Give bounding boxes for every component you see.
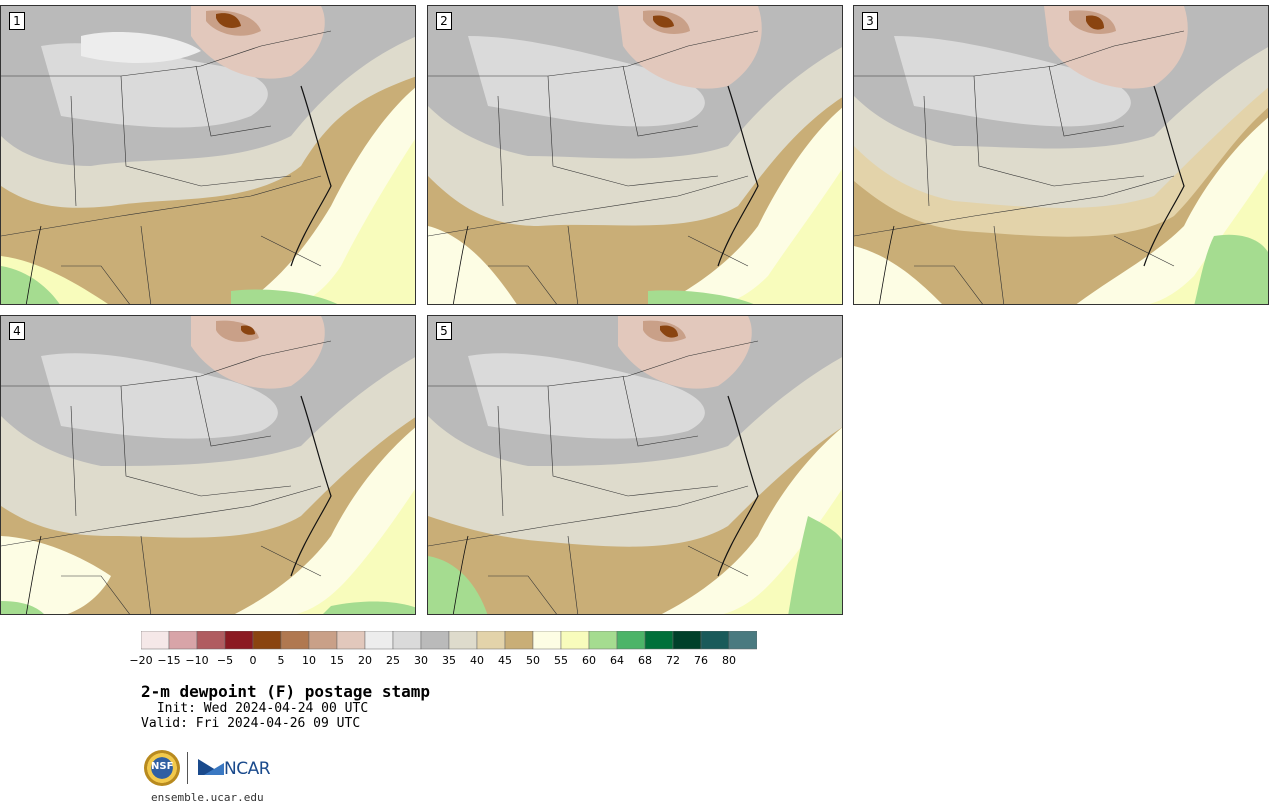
colorbar-swatch — [280, 631, 310, 650]
colorbar-tick-label: 5 — [277, 654, 285, 667]
nsf-logo-text: NSF — [151, 761, 174, 772]
valid-time: Valid: Fri 2024-04-26 09 UTC — [141, 716, 361, 731]
panel-number: 4 — [9, 322, 25, 340]
init-time: Init: Wed 2024-04-24 00 UTC — [149, 701, 369, 716]
colorbar-tick-label: 25 — [386, 654, 400, 667]
colorbar-tick-label: −10 — [185, 654, 209, 667]
colorbar-swatch — [308, 631, 338, 650]
member-panel-4: 4 — [0, 315, 416, 615]
colorbar — [141, 631, 757, 650]
colorbar-tick-label: 76 — [694, 654, 708, 667]
dewpoint-map — [1, 316, 415, 614]
dewpoint-map — [854, 6, 1268, 304]
member-panel-5: 5 — [427, 315, 843, 615]
member-panel-2: 2 — [427, 5, 843, 305]
colorbar-tick-label: 60 — [582, 654, 596, 667]
dewpoint-map — [428, 316, 842, 614]
colorbar-swatch — [616, 631, 646, 650]
colorbar-tick-label: −5 — [216, 654, 234, 667]
colorbar-swatch — [448, 631, 478, 650]
colorbar-swatch — [588, 631, 618, 650]
panel-number: 5 — [436, 322, 452, 340]
dewpoint-map — [1, 6, 415, 304]
panel-number: 1 — [9, 12, 25, 30]
colorbar-tick-label: 64 — [610, 654, 624, 667]
colorbar-tick-label: 50 — [526, 654, 540, 667]
colorbar-swatch — [141, 631, 170, 650]
ncar-logo-text: NCAR — [224, 759, 271, 779]
colorbar-tick-label: 55 — [554, 654, 568, 667]
colorbar-swatch — [672, 631, 702, 650]
logo-divider — [187, 752, 188, 784]
colorbar-swatch — [392, 631, 422, 650]
colorbar-tick-label: 40 — [470, 654, 484, 667]
colorbar-swatch — [700, 631, 730, 650]
nsf-logo: NSF — [144, 750, 180, 786]
colorbar-swatch — [252, 631, 282, 650]
ncar-logo-mark — [198, 759, 224, 775]
colorbar-tick-label: −20 — [129, 654, 153, 667]
colorbar-swatch — [728, 631, 757, 650]
member-panel-3: 3 — [853, 5, 1269, 305]
colorbar-tick-label: 72 — [666, 654, 680, 667]
colorbar-swatch — [224, 631, 254, 650]
colorbar-swatch — [196, 631, 226, 650]
colorbar-swatch — [336, 631, 366, 650]
colorbar-tick-label: 30 — [414, 654, 428, 667]
colorbar-tick-label: 68 — [638, 654, 652, 667]
member-panel-1: 1 — [0, 5, 416, 305]
logo-group: NSF NCAR — [144, 750, 284, 790]
page-title: 2-m dewpoint (F) postage stamp — [141, 682, 430, 701]
colorbar-swatch — [644, 631, 674, 650]
colorbar-swatch — [560, 631, 590, 650]
colorbar-swatch — [364, 631, 394, 650]
colorbar-swatch — [420, 631, 450, 650]
colorbar-tick-label: 0 — [249, 654, 257, 667]
colorbar-swatch — [476, 631, 506, 650]
colorbar-swatch — [532, 631, 562, 650]
colorbar-swatch — [168, 631, 198, 650]
colorbar-tick-label: 10 — [302, 654, 316, 667]
dewpoint-map — [428, 6, 842, 304]
colorbar-tick-label: 35 — [442, 654, 456, 667]
colorbar-tick-label: 20 — [358, 654, 372, 667]
website-url: ensemble.ucar.edu — [151, 791, 264, 804]
colorbar-tick-label: −15 — [157, 654, 181, 667]
colorbar-tick-label: 45 — [498, 654, 512, 667]
colorbar-tick-label: 80 — [722, 654, 736, 667]
panel-number: 3 — [862, 12, 878, 30]
colorbar-swatch — [504, 631, 534, 650]
colorbar-tick-label: 15 — [330, 654, 344, 667]
panel-number: 2 — [436, 12, 452, 30]
